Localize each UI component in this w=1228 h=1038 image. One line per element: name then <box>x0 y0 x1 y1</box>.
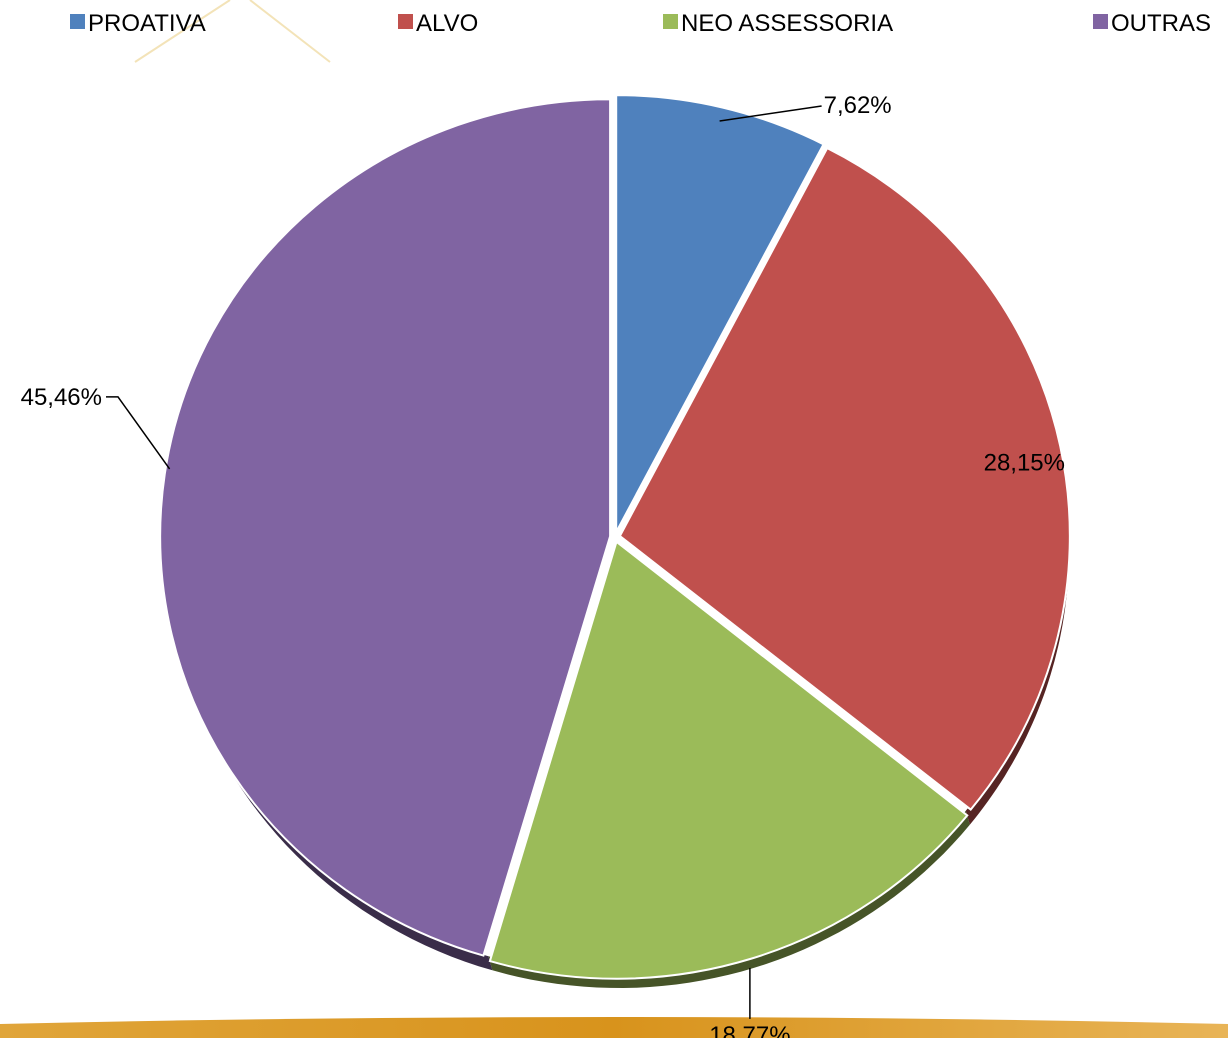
slice-proativa <box>615 94 825 533</box>
legend-swatch-outras <box>1093 14 1108 29</box>
slice-depth-outras <box>165 537 493 971</box>
data-label-outras: 45,46% <box>21 384 102 411</box>
legend-swatch-neo-assessoria <box>663 14 678 29</box>
slice-neo-assessoria <box>488 540 969 980</box>
data-label-neo-assessoria: 18,77% <box>709 1022 790 1038</box>
leader-line-outras <box>106 396 171 470</box>
slice-depth-alvo <box>965 537 1069 825</box>
legend-label-proativa: PROATIVA <box>88 10 206 37</box>
slice-outras <box>159 98 612 957</box>
data-label-proativa: 7,62% <box>824 92 892 119</box>
pie-slices <box>159 94 1071 980</box>
legend-label-outras: OUTRAS <box>1111 10 1211 37</box>
data-label-alvo: 28,15% <box>984 449 1065 476</box>
data-labels: 7,62% 28,15% 18,77% 45,46% <box>21 92 1065 1038</box>
legend-label-alvo: ALVO <box>416 10 478 37</box>
legend-swatch-proativa <box>70 14 85 29</box>
legend-swatch-alvo <box>398 14 413 29</box>
legend-label-neo-assessoria: NEO ASSESSORIA <box>681 10 893 37</box>
slice-alvo <box>618 146 1071 811</box>
chart-legend: PROATIVA ALVO NEO ASSESSORIA OUTRAS <box>70 10 1211 37</box>
leader-line-proativa <box>719 105 822 122</box>
